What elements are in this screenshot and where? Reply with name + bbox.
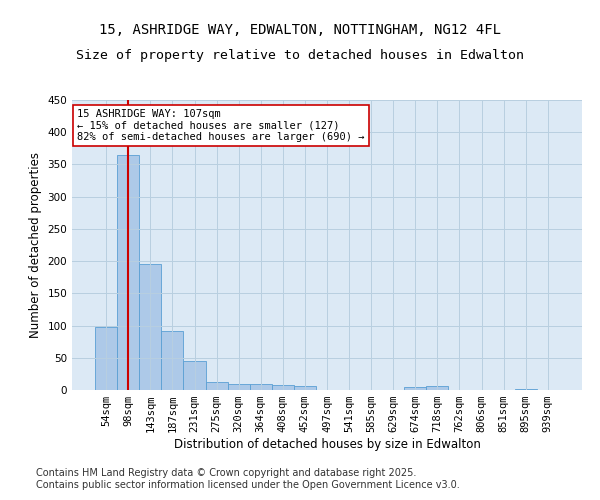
Bar — [95, 327, 117, 390]
Bar — [227, 384, 250, 390]
Text: Contains HM Land Registry data © Crown copyright and database right 2025.
Contai: Contains HM Land Registry data © Crown c… — [36, 468, 460, 490]
Bar — [117, 155, 139, 390]
X-axis label: Distribution of detached houses by size in Edwalton: Distribution of detached houses by size … — [173, 438, 481, 451]
Bar — [184, 361, 206, 390]
Text: 15, ASHRIDGE WAY, EDWALTON, NOTTINGHAM, NG12 4FL: 15, ASHRIDGE WAY, EDWALTON, NOTTINGHAM, … — [99, 23, 501, 37]
Bar — [139, 264, 161, 390]
Bar — [294, 386, 316, 390]
Bar — [515, 388, 537, 390]
Bar — [161, 330, 184, 390]
Bar — [427, 386, 448, 390]
Y-axis label: Number of detached properties: Number of detached properties — [29, 152, 42, 338]
Bar — [404, 387, 427, 390]
Bar — [272, 386, 294, 390]
Text: 15 ASHRIDGE WAY: 107sqm
← 15% of detached houses are smaller (127)
82% of semi-d: 15 ASHRIDGE WAY: 107sqm ← 15% of detache… — [77, 108, 365, 142]
Bar — [206, 382, 227, 390]
Bar — [250, 384, 272, 390]
Text: Size of property relative to detached houses in Edwalton: Size of property relative to detached ho… — [76, 48, 524, 62]
